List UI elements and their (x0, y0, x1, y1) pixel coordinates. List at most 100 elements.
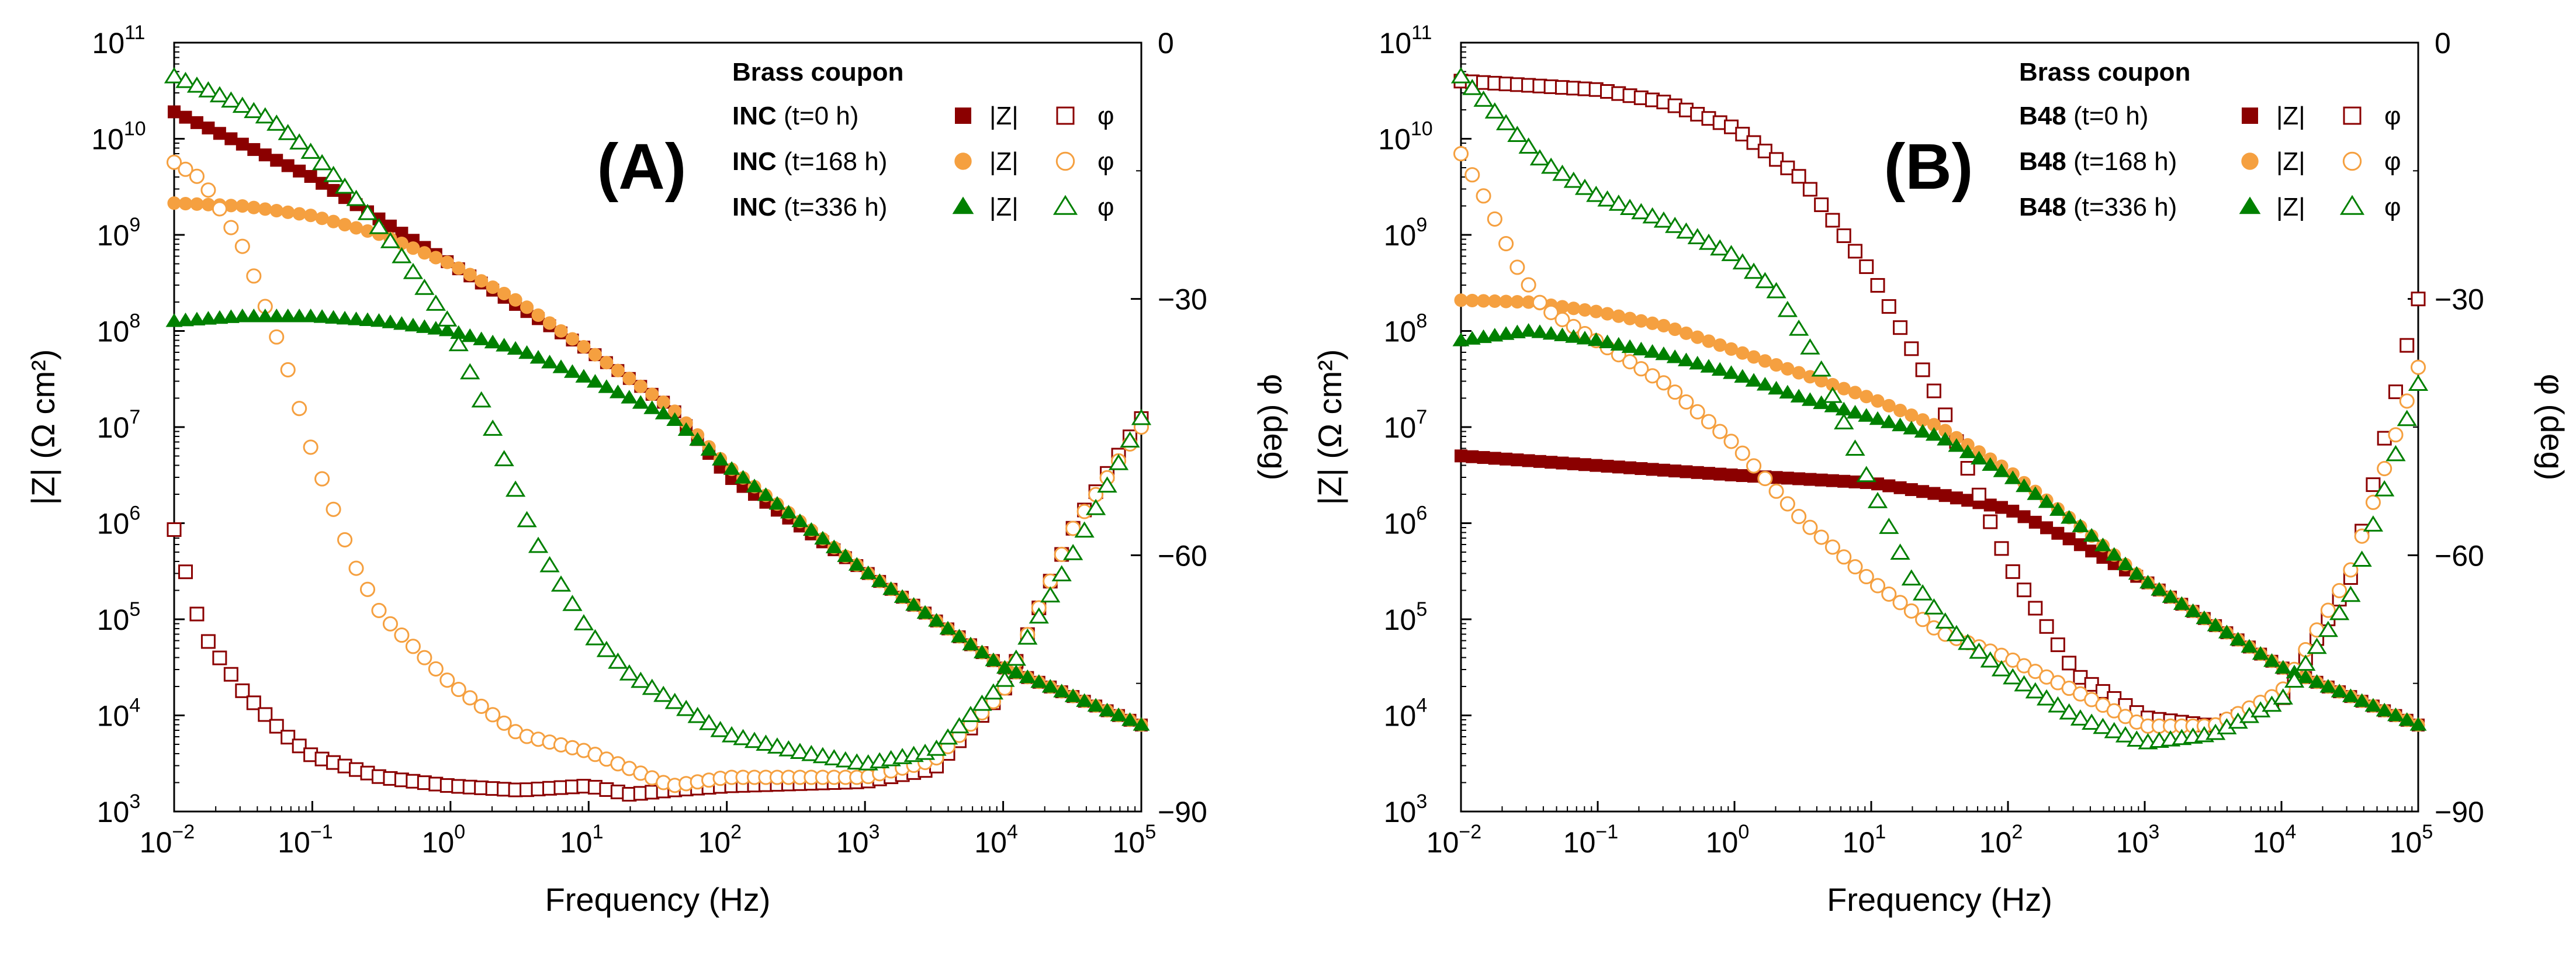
phase-point (1735, 127, 1750, 142)
phase-point (334, 177, 355, 194)
z-point (554, 324, 568, 338)
x-tick-label: 102 (698, 821, 742, 859)
legend-phase-marker (2342, 151, 2362, 171)
phase-point (2408, 374, 2429, 391)
z-point (1500, 452, 1513, 466)
x-tick-label: 100 (1706, 821, 1750, 859)
z-point (951, 629, 968, 643)
phase-point (1698, 233, 1719, 250)
phase-point (2295, 654, 2316, 671)
phase-point (847, 753, 867, 770)
phase-point (1631, 203, 1651, 220)
z-point (1790, 389, 1808, 403)
z-point (1826, 474, 1839, 487)
phase-point (733, 729, 753, 745)
phase-point (246, 695, 261, 710)
z-point (837, 548, 854, 562)
phase-point (960, 706, 981, 722)
z-point (2398, 712, 2416, 726)
z-point (395, 227, 408, 240)
phase-point (1836, 549, 1852, 565)
z-point (270, 154, 283, 167)
phase-point (212, 650, 227, 665)
phase-point (539, 556, 560, 573)
phase-point (311, 154, 333, 171)
phase-point (1746, 458, 1762, 474)
z-point (1971, 450, 1988, 465)
z-point (1099, 702, 1116, 717)
phase-point (1926, 383, 1941, 398)
phase-point (1644, 368, 1660, 384)
z-point (1522, 295, 1536, 309)
z-point (1465, 293, 1479, 307)
legend-entry-label: INC (t=0 h) (732, 102, 858, 130)
z-point (2151, 582, 2168, 596)
z-point (564, 364, 581, 378)
phase-point (653, 685, 674, 702)
legend-z-label: |Z| (2276, 147, 2305, 176)
phase-point (460, 363, 480, 380)
phase-point (235, 683, 250, 698)
phase-point (619, 664, 639, 681)
y-tick-label: 103 (1384, 790, 1428, 828)
z-point (802, 522, 820, 536)
phase-point (756, 734, 776, 751)
phase-point (1131, 408, 1152, 425)
z-point (725, 472, 739, 486)
z-point (1713, 467, 1727, 481)
phase-point (483, 419, 503, 436)
phase-point (949, 717, 970, 734)
y-axis-title: |Z| (Ω cm²) (25, 349, 61, 505)
phase-point (212, 201, 227, 217)
phase-point (1017, 628, 1038, 645)
panel-letter-value: A (618, 131, 664, 203)
z-point (1632, 341, 1650, 356)
phase-point (812, 747, 833, 764)
series-circle (1453, 146, 2426, 734)
phase-point (1676, 222, 1696, 239)
z-point (1847, 405, 1864, 419)
z-point (2006, 504, 2020, 518)
z-point (1590, 459, 1603, 472)
z-point (1893, 481, 1907, 494)
series-triangle (164, 67, 1152, 771)
phase-point (1554, 311, 1570, 327)
z-point (1747, 350, 1761, 364)
phase-point (2127, 730, 2147, 747)
y2-tick-label: 0 (2435, 27, 2451, 60)
z-point (939, 620, 957, 635)
z-point (621, 390, 638, 404)
phase-point (175, 71, 196, 88)
z-point (371, 313, 387, 327)
phase-point (1983, 514, 1998, 529)
phase-point (2025, 682, 2045, 699)
phase-point (1901, 569, 1921, 586)
z-point (2106, 547, 2123, 561)
phase-point (721, 726, 742, 743)
phase-point (1893, 320, 1908, 335)
phase-point (1924, 598, 1944, 615)
z-point (315, 211, 329, 226)
z-point (190, 116, 203, 129)
y-tick-label: 103 (97, 790, 141, 828)
y2-tick-label: −30 (2435, 283, 2484, 316)
phase-point (698, 713, 719, 730)
legend-z-marker (955, 108, 971, 124)
z-point (2027, 486, 2044, 500)
phase-point (1802, 182, 1817, 197)
z-point (1533, 455, 1546, 468)
z-point (336, 310, 354, 325)
phase-point (425, 294, 446, 311)
z-point (245, 308, 262, 323)
z-point (417, 246, 431, 260)
phase-point (1689, 404, 1705, 419)
phase-point (505, 480, 526, 497)
phase-point (2399, 393, 2415, 409)
phase-point (790, 743, 811, 760)
z-point (1488, 452, 1501, 465)
phase-point (550, 575, 572, 592)
series-triangle (1450, 67, 2429, 750)
z-point (359, 312, 376, 327)
x-tick-label: 10−2 (140, 821, 195, 859)
legend-z-label: |Z| (989, 193, 1019, 221)
